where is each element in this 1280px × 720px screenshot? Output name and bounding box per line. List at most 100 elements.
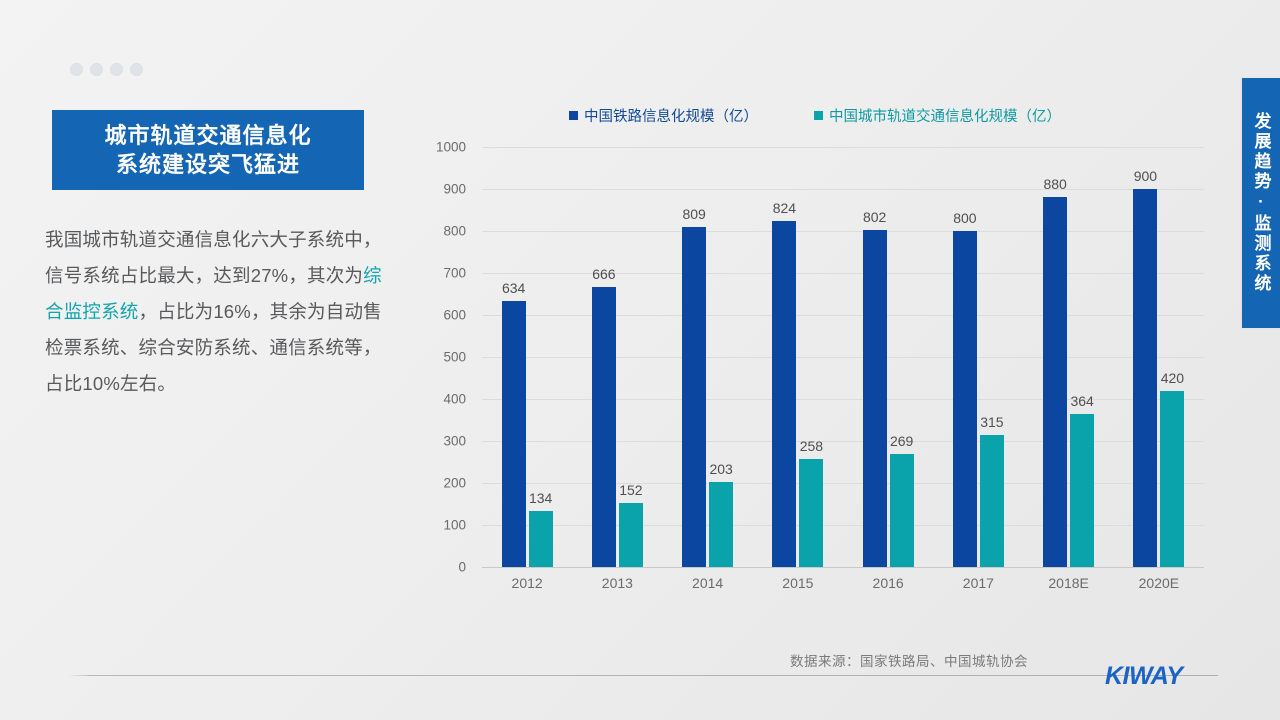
bar[interactable]: 258 [799, 438, 824, 567]
dot-icon [70, 63, 83, 76]
paragraph-highlight: 综合监控系统 [45, 265, 382, 323]
bar[interactable]: 203 [709, 461, 734, 567]
legend-label: 中国城市轨道交通信息化规模（亿） [829, 109, 1061, 125]
y-axis-tick-label: 300 [443, 433, 466, 449]
bar-group: 634 134 [482, 147, 572, 567]
bar-value-label: 809 [682, 206, 706, 223]
decorative-dots [70, 63, 143, 76]
gridline [482, 357, 1204, 358]
bar[interactable]: 900 [1133, 168, 1158, 567]
bar-group: 800 315 [933, 147, 1023, 567]
gridline [482, 441, 1204, 442]
legend-item[interactable]: 中国铁路信息化规模（亿） [569, 105, 758, 126]
page-title-line-2: 系统建设突飞猛进 [115, 152, 300, 177]
y-axis-tick-label: 0 [458, 559, 466, 575]
bar-group: 824 258 [753, 147, 843, 567]
gridline [482, 147, 1204, 148]
bar[interactable]: 824 [772, 200, 797, 567]
bar-chart: 中国铁路信息化规模（亿） 中国城市轨道交通信息化规模（亿） 1000 900 800 7… [420, 105, 1210, 615]
page-title: 城市轨道交通信息化 系统建设突飞猛进 [52, 110, 364, 190]
bar-value-label: 203 [709, 460, 733, 477]
section-tab-label: 发展趋势·监测系统 [1251, 112, 1271, 294]
bar[interactable]: 666 [591, 266, 616, 567]
x-axis-tick-label: 2014 [692, 575, 724, 591]
y-axis-tick-label: 700 [443, 265, 466, 281]
legend-item[interactable]: 中国城市轨道交通信息化规模（亿） [814, 105, 1061, 126]
data-source-note: 数据来源：国家铁路局、中国城轨协会 [790, 654, 1028, 669]
x-axis-tick-label: 2020E [1138, 575, 1180, 591]
bar[interactable]: 880 [1043, 176, 1068, 567]
section-tab-vertical[interactable]: 发展趋势·监测系统 [1242, 78, 1280, 328]
y-axis-tick-label: 200 [443, 475, 466, 491]
bar[interactable]: 315 [979, 414, 1004, 567]
y-axis-tick-label: 400 [443, 391, 466, 407]
x-axis: 2012 2013 2014 2015 2016 2017 2018E 2020E [482, 575, 1204, 591]
x-axis-tick-label: 2015 [782, 575, 814, 591]
bar-value-label: 880 [1043, 176, 1067, 193]
bar[interactable]: 634 [501, 280, 526, 567]
bar[interactable]: 802 [862, 209, 887, 567]
paragraph-segment-before: 我国城市轨道交通信息化六大子系统中，信号系统占比最大，达到27%，其次为 [45, 229, 382, 287]
bar[interactable]: 364 [1070, 393, 1095, 567]
bar-group: 809 203 [663, 147, 753, 567]
bar-value-label: 258 [799, 437, 824, 454]
bar[interactable]: 152 [618, 482, 643, 567]
legend-swatch-icon [814, 111, 823, 120]
bar-value-label: 666 [592, 266, 616, 283]
gridline [482, 189, 1204, 190]
y-axis-tick-label: 500 [443, 349, 466, 365]
gridline [482, 525, 1204, 526]
plot-canvas: 634 134 666 152 809 203 824 258 802 269 800 315 880 3… [482, 147, 1204, 568]
bar[interactable]: 420 [1160, 370, 1185, 567]
bar-value-label: 802 [862, 209, 887, 226]
bar-value-label: 800 [953, 210, 977, 226]
y-axis-tick-label: 900 [443, 181, 466, 197]
chart-legend: 中国铁路信息化规模（亿） 中国城市轨道交通信息化规模（亿） [420, 105, 1210, 126]
bar-value-label: 364 [1070, 393, 1094, 410]
bar[interactable]: 269 [889, 433, 914, 567]
bar-value-label: 315 [980, 413, 1004, 430]
body-paragraph: 我国城市轨道交通信息化六大子系统中，信号系统占比最大，达到27%，其次为综合监控… [45, 222, 395, 402]
gridline [482, 567, 1204, 568]
bar-value-label: 824 [772, 199, 797, 216]
x-axis-tick-label: 2018E [1048, 575, 1089, 591]
bar[interactable]: 800 [952, 210, 977, 567]
y-axis-tick-label: 100 [443, 517, 466, 533]
chart-plot-area: 1000 900 800 700 600 500 400 300 200 100 0 634 134 6… [420, 140, 1210, 615]
bar-value-label: 269 [889, 433, 914, 450]
y-axis-tick-label: 1000 [435, 139, 466, 155]
bar-group: 880 364 [1024, 147, 1114, 567]
bar-value-label: 152 [619, 482, 643, 499]
dot-icon [130, 63, 143, 76]
paragraph-segment-after: ，占比为16%，其余为自动售检票系统、综合安防系统、通信系统等，占比10%左右。 [45, 301, 382, 395]
x-axis-tick-label: 2017 [962, 575, 994, 591]
bar-value-label: 420 [1160, 369, 1185, 386]
x-axis-tick-label: 2012 [511, 575, 543, 591]
bar[interactable]: 134 [528, 490, 553, 567]
bar-group: 900 420 [1114, 147, 1204, 567]
dot-icon [90, 63, 103, 76]
gridline [482, 315, 1204, 316]
gridline [482, 231, 1204, 232]
gridline [482, 273, 1204, 274]
bar-groups: 634 134 666 152 809 203 824 258 802 269 800 315 880 3… [482, 147, 1204, 567]
bar-value-label: 900 [1133, 168, 1158, 184]
bar-group: 666 152 [572, 147, 662, 567]
x-axis-tick-label: 2016 [872, 575, 904, 591]
kiway-logo: KIWAY [1105, 662, 1183, 690]
y-axis: 1000 900 800 700 600 500 400 300 200 100 0 [420, 140, 474, 575]
footer-divider [68, 675, 1218, 676]
legend-swatch-icon [569, 111, 578, 120]
y-axis-tick-label: 600 [443, 307, 466, 323]
page-title-line-1: 城市轨道交通信息化 [104, 122, 312, 148]
bar-group: 802 269 [843, 147, 933, 567]
dot-icon [110, 63, 123, 76]
x-axis-tick-label: 2013 [601, 575, 633, 591]
bar-value-label: 634 [501, 279, 526, 296]
bar[interactable]: 809 [682, 206, 707, 567]
legend-label: 中国铁路信息化规模（亿） [584, 109, 758, 125]
gridline [482, 483, 1204, 484]
gridline [482, 399, 1204, 400]
y-axis-tick-label: 800 [443, 223, 466, 239]
bar-value-label: 134 [528, 489, 553, 506]
